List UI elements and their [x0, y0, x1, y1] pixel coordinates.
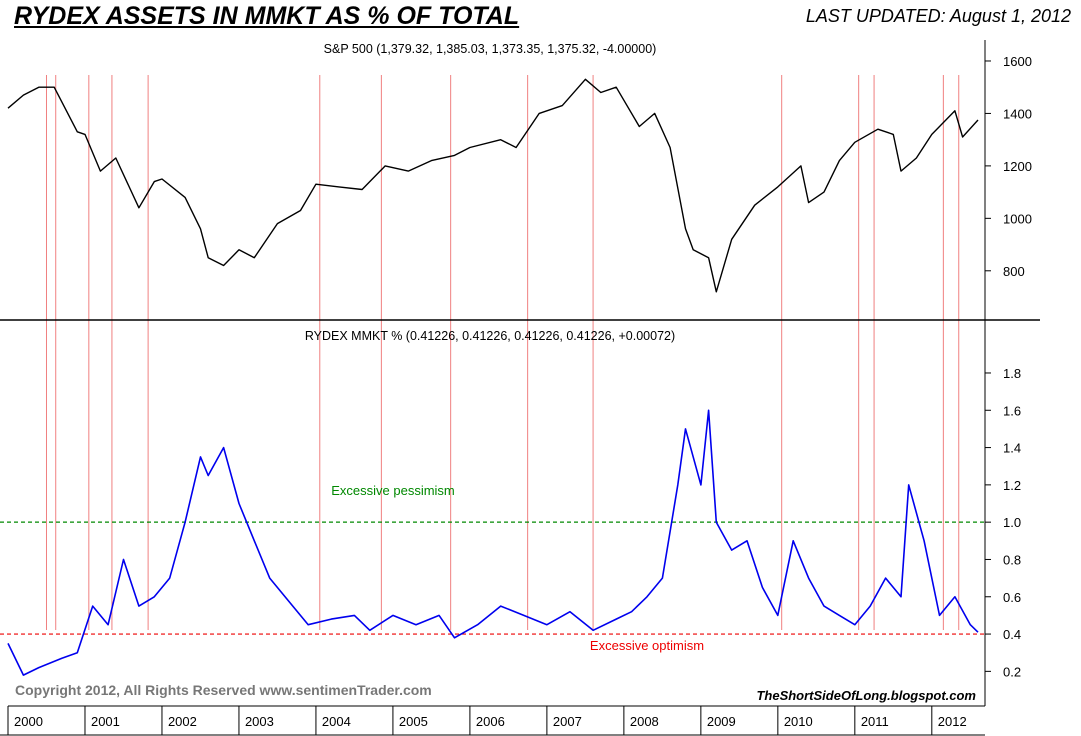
signal-lines [45, 75, 960, 630]
ticks: 800 1000 1200 1400 1600 0.2 0.4 0.6 0.8 1.0 1.2 1.4… [7, 54, 1032, 735]
y-tick-label: 1.2 [1003, 478, 1021, 493]
rydex-legend: RYDEX MMKT % (0.41226, 0.41226, 0.41226,… [305, 329, 675, 343]
pessimism-label: Excessive pessimism [331, 483, 455, 498]
sp500-legend: S&P 500 (1,379.32, 1,385.03, 1,373.35, 1… [324, 42, 657, 56]
optimism-label: Excessive optimism [590, 638, 704, 653]
last-updated-label: LAST UPDATED: August 1, 2012 [805, 6, 1071, 26]
axes [0, 40, 1040, 736]
chart-title: RYDEX ASSETS IN MMKT AS % OF TOTAL [14, 2, 520, 30]
y-tick-label: 0.8 [1003, 552, 1021, 567]
x-tick-label: 2008 [630, 714, 659, 729]
y-tick-label: 1.4 [1003, 441, 1021, 456]
x-tick-label: 2007 [553, 714, 582, 729]
x-tick-label: 2006 [476, 714, 505, 729]
x-tick-label: 2011 [861, 714, 889, 729]
y-tick-label: 1.0 [1003, 515, 1021, 530]
x-tick-label: 2005 [399, 714, 428, 729]
x-tick-label: 2001 [91, 714, 120, 729]
x-tick-label: 2004 [322, 714, 351, 729]
y-tick-label: 1.8 [1003, 366, 1021, 381]
y-tick-label: 1000 [1003, 211, 1032, 226]
x-tick-label: 2009 [707, 714, 736, 729]
threshold-lines [0, 521, 985, 635]
blog-credit: TheShortSideOfLong.blogspot.com [756, 688, 976, 703]
x-tick-label: 2002 [168, 714, 197, 729]
y-tick-label: 1400 [1003, 106, 1032, 121]
y-tick-label: 0.2 [1003, 664, 1021, 679]
y-tick-label: 1200 [1003, 159, 1032, 174]
rydex-line [7, 409, 979, 676]
copyright-text: Copyright 2012, All Rights Reserved www.… [15, 682, 432, 698]
y-tick-label: 0.4 [1003, 627, 1021, 642]
y-tick-label: 1.6 [1003, 403, 1021, 418]
x-tick-label: 2012 [938, 714, 967, 729]
y-tick-label: 0.6 [1003, 590, 1021, 605]
x-tick-label: 2000 [14, 714, 43, 729]
x-tick-label: 2003 [245, 714, 274, 729]
y-tick-label: 800 [1003, 264, 1025, 279]
sp500-line [7, 78, 979, 293]
y-tick-label: 1600 [1003, 54, 1032, 69]
series-lines [7, 78, 979, 676]
x-tick-label: 2010 [784, 714, 813, 729]
